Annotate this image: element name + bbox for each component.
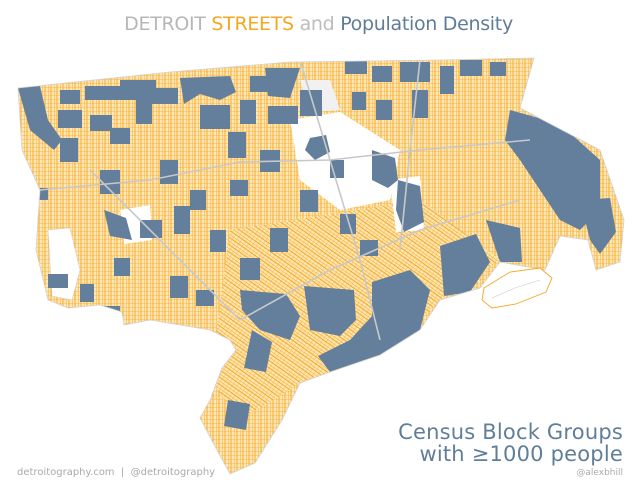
legend-line-1: Census Block Groups bbox=[398, 420, 623, 444]
title-population-density: Population Density bbox=[340, 13, 513, 35]
map-title: DETROIT STREETS and Population Density bbox=[0, 13, 637, 35]
belle-isle bbox=[481, 267, 553, 309]
credit-author: @alexbhill bbox=[576, 468, 623, 478]
credit-detroitography: detroitography.com | @detroitography bbox=[17, 467, 216, 478]
legend-line-2: with ≥1000 people bbox=[419, 442, 623, 466]
highways bbox=[39, 59, 531, 341]
title-and: and bbox=[299, 13, 335, 35]
legend: Census Block Groups with ≥1000 people bbox=[398, 421, 623, 465]
title-streets: STREETS bbox=[211, 13, 294, 35]
title-detroit: DETROIT bbox=[124, 13, 206, 35]
